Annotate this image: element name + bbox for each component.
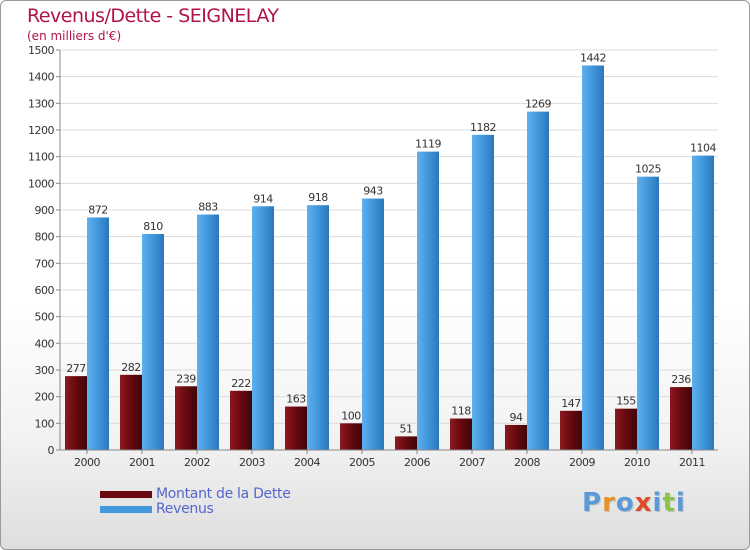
logo-letter: i [652,488,663,518]
chart-legend: Montant de la Dette Revenus [100,487,291,517]
data-label-revenus: 914 [253,192,273,205]
x-tick-label: 2004 [294,456,320,469]
y-tick-label: 100 [35,417,55,430]
bar-dette [285,406,307,450]
y-tick-label: 500 [35,311,55,324]
x-tick-label: 2009 [569,456,595,469]
bar-revenus [362,198,384,450]
data-label-dette: 163 [286,393,306,406]
bar-revenus [87,217,109,450]
bar-dette [670,387,692,450]
y-tick-label: 300 [35,364,55,377]
data-label-revenus: 1269 [525,98,551,111]
y-tick-label: 1400 [28,71,54,84]
legend-swatch-dette [100,491,152,498]
y-tick-label: 1500 [28,44,54,57]
bar-dette [120,374,142,450]
y-tick-label: 600 [35,284,55,297]
logo-letter: r [602,488,616,518]
y-tick-label: 1100 [28,151,54,164]
bar-dette [340,423,362,450]
bar-revenus [307,205,329,450]
y-tick-label: 0 [48,444,55,457]
proxiti-logo: Proxiti [582,488,686,518]
y-tick-label: 1200 [28,124,54,137]
data-label-revenus: 1442 [580,51,606,64]
x-tick-label: 2008 [514,456,540,469]
data-label-dette: 277 [66,362,86,375]
bar-revenus [142,234,164,450]
bar-revenus [527,111,549,450]
legend-label-revenus: Revenus [156,501,214,517]
data-label-dette: 222 [231,377,251,390]
x-tick-label: 2007 [459,456,485,469]
bar-dette [230,390,252,450]
data-label-revenus: 1182 [470,121,496,134]
data-label-dette: 118 [451,405,471,418]
data-label-revenus: 872 [88,203,108,216]
legend-item-dette: Montant de la Dette [100,487,291,502]
logo-letter: o [615,488,635,518]
bar-revenus [417,151,439,450]
bar-dette [615,408,637,450]
bar-dette [505,424,527,450]
data-label-dette: 147 [561,397,581,410]
data-label-dette: 282 [121,361,141,374]
chart-title: Revenus/Dette - SEIGNELAY [27,5,279,27]
bar-dette [395,436,417,450]
y-tick-label: 1000 [28,177,54,190]
bar-revenus [692,155,714,450]
data-label-dette: 239 [176,372,196,385]
x-tick-label: 2011 [679,456,705,469]
x-tick-label: 2006 [404,456,430,469]
y-tick-label: 400 [35,337,55,350]
x-tick-label: 2002 [184,456,210,469]
data-label-revenus: 918 [308,191,328,204]
data-label-dette: 100 [341,409,361,422]
logo-letter: P [582,488,603,518]
bar-dette [65,376,87,450]
x-tick-label: 2010 [624,456,650,469]
bar-revenus [582,65,604,450]
logo-letter: t [662,488,676,518]
chart-subtitle: (en milliers d'€) [27,29,122,43]
logo-letter: x [634,488,653,518]
bar-revenus [197,214,219,450]
y-tick-label: 700 [35,257,55,270]
data-label-revenus: 1104 [690,142,716,155]
y-tick-label: 1300 [28,97,54,110]
bar-dette [175,386,197,450]
y-tick-label: 800 [35,231,55,244]
x-tick-label: 2000 [74,456,100,469]
logo-letter: i [675,488,686,518]
data-label-revenus: 943 [363,185,383,198]
data-label-dette: 94 [510,411,523,424]
x-tick-label: 2001 [129,456,155,469]
bar-revenus [637,176,659,450]
legend-label-dette: Montant de la Dette [156,486,291,502]
x-tick-label: 2005 [349,456,375,469]
data-label-dette: 51 [400,422,413,435]
legend-item-revenus: Revenus [100,502,291,517]
data-label-revenus: 883 [198,201,218,214]
data-label-dette: 236 [671,373,691,386]
data-label-dette: 155 [616,395,636,408]
bar-dette [450,418,472,450]
bar-revenus [252,206,274,450]
data-label-revenus: 810 [143,220,163,233]
bar-revenus [472,134,494,451]
x-tick-label: 2003 [239,456,265,469]
data-label-revenus: 1119 [415,138,441,151]
y-tick-label: 900 [35,204,55,217]
legend-swatch-revenus [100,506,152,513]
y-tick-label: 200 [35,391,55,404]
bar-dette [560,410,582,450]
data-label-revenus: 1025 [635,163,661,176]
